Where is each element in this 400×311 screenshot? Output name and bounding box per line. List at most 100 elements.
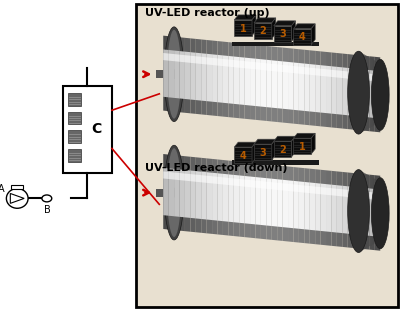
Polygon shape xyxy=(245,61,250,69)
Polygon shape xyxy=(311,133,315,154)
Polygon shape xyxy=(342,71,348,79)
Polygon shape xyxy=(358,51,359,134)
Polygon shape xyxy=(288,62,294,110)
Polygon shape xyxy=(353,190,358,198)
Ellipse shape xyxy=(6,188,28,208)
Ellipse shape xyxy=(42,195,52,202)
Polygon shape xyxy=(304,182,310,230)
Polygon shape xyxy=(218,41,223,117)
Polygon shape xyxy=(174,37,180,112)
Polygon shape xyxy=(362,53,363,132)
Polygon shape xyxy=(228,160,234,236)
Polygon shape xyxy=(212,58,218,66)
Polygon shape xyxy=(342,172,348,248)
Polygon shape xyxy=(370,74,375,81)
Polygon shape xyxy=(218,55,223,103)
Polygon shape xyxy=(163,171,169,179)
Polygon shape xyxy=(212,173,218,220)
Polygon shape xyxy=(180,169,185,217)
Polygon shape xyxy=(250,163,256,238)
Polygon shape xyxy=(294,66,299,74)
Polygon shape xyxy=(190,52,196,100)
Polygon shape xyxy=(370,70,375,118)
Polygon shape xyxy=(288,166,294,242)
Polygon shape xyxy=(169,50,174,98)
Polygon shape xyxy=(274,141,292,157)
Polygon shape xyxy=(272,46,277,122)
Polygon shape xyxy=(239,175,245,223)
Polygon shape xyxy=(370,188,375,236)
Polygon shape xyxy=(180,55,185,62)
Polygon shape xyxy=(234,20,252,36)
Polygon shape xyxy=(201,175,207,183)
Polygon shape xyxy=(250,58,256,106)
Ellipse shape xyxy=(167,30,181,118)
Polygon shape xyxy=(234,161,239,237)
Polygon shape xyxy=(353,187,358,235)
Polygon shape xyxy=(169,168,174,216)
Polygon shape xyxy=(169,155,174,230)
Polygon shape xyxy=(256,181,261,188)
Polygon shape xyxy=(239,43,245,119)
Polygon shape xyxy=(332,188,337,196)
Polygon shape xyxy=(332,171,337,246)
Polygon shape xyxy=(218,173,223,221)
Polygon shape xyxy=(292,136,296,157)
Polygon shape xyxy=(337,189,342,196)
Polygon shape xyxy=(369,57,370,128)
Polygon shape xyxy=(292,21,296,42)
Polygon shape xyxy=(342,53,348,129)
Polygon shape xyxy=(310,183,315,230)
Polygon shape xyxy=(163,53,169,61)
Polygon shape xyxy=(207,158,212,234)
Polygon shape xyxy=(272,182,277,190)
Polygon shape xyxy=(239,57,245,105)
Polygon shape xyxy=(332,70,337,77)
Polygon shape xyxy=(180,51,185,99)
Polygon shape xyxy=(190,56,196,63)
Polygon shape xyxy=(299,181,304,229)
Polygon shape xyxy=(360,52,361,133)
Polygon shape xyxy=(326,66,332,114)
Ellipse shape xyxy=(164,27,184,122)
Polygon shape xyxy=(364,192,370,199)
Polygon shape xyxy=(348,54,353,130)
Polygon shape xyxy=(369,175,370,247)
Polygon shape xyxy=(311,24,315,44)
Polygon shape xyxy=(315,187,320,194)
Polygon shape xyxy=(370,58,371,127)
Text: 1: 1 xyxy=(240,24,246,34)
Polygon shape xyxy=(252,142,256,163)
Polygon shape xyxy=(358,191,364,198)
Polygon shape xyxy=(353,72,358,80)
Polygon shape xyxy=(367,174,368,248)
Ellipse shape xyxy=(348,51,370,134)
Polygon shape xyxy=(234,175,239,223)
Polygon shape xyxy=(218,177,223,184)
Polygon shape xyxy=(304,168,310,244)
Polygon shape xyxy=(250,177,256,225)
Polygon shape xyxy=(376,62,377,124)
Polygon shape xyxy=(375,57,380,132)
Polygon shape xyxy=(366,56,367,130)
Polygon shape xyxy=(353,173,358,248)
Polygon shape xyxy=(375,74,380,82)
Polygon shape xyxy=(364,55,365,131)
Polygon shape xyxy=(254,144,272,160)
Polygon shape xyxy=(365,173,366,249)
Polygon shape xyxy=(272,60,277,108)
Polygon shape xyxy=(358,187,364,235)
Polygon shape xyxy=(250,44,256,120)
Polygon shape xyxy=(180,156,185,231)
Polygon shape xyxy=(272,139,276,160)
Polygon shape xyxy=(370,176,371,246)
Polygon shape xyxy=(201,57,207,64)
Polygon shape xyxy=(256,163,261,239)
Polygon shape xyxy=(234,147,252,163)
Polygon shape xyxy=(364,188,370,236)
Polygon shape xyxy=(196,39,201,114)
Bar xyxy=(156,70,176,78)
Ellipse shape xyxy=(167,148,181,237)
Polygon shape xyxy=(368,57,369,128)
Polygon shape xyxy=(364,70,370,118)
